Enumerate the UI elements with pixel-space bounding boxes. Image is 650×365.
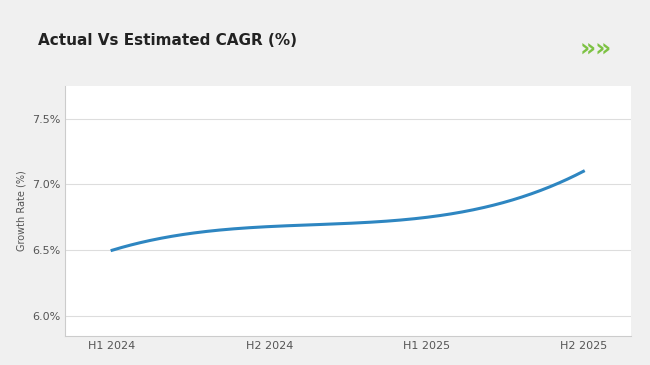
Text: Actual Vs Estimated CAGR (%): Actual Vs Estimated CAGR (%) <box>38 32 297 48</box>
Y-axis label: Growth Rate (%): Growth Rate (%) <box>16 170 26 251</box>
Text: »»: »» <box>580 38 612 62</box>
